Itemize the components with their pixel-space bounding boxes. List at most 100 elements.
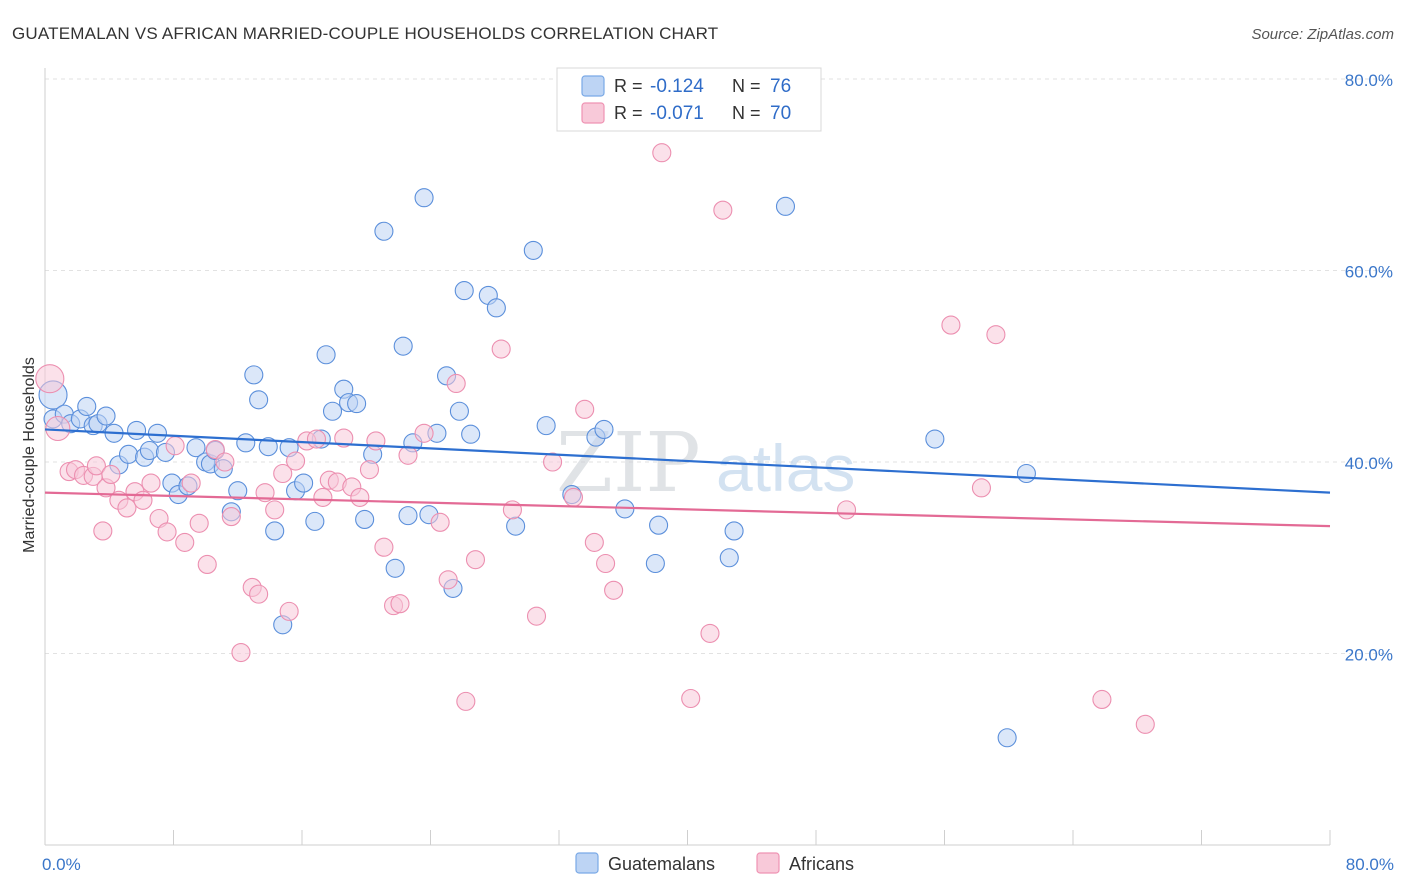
african-point-41	[359, 460, 380, 480]
guatemalan-point-60	[506, 516, 526, 536]
guatemalan-point-72	[925, 429, 945, 449]
guatemalan-point-74	[1016, 463, 1036, 484]
watermark: ZIP atlas	[556, 416, 855, 511]
legend-swatch-africans	[581, 102, 605, 124]
african-point-50	[446, 373, 466, 394]
african-point-53	[491, 339, 511, 359]
african-point-47	[414, 423, 434, 443]
african-point-9	[101, 464, 121, 484]
legend-n-label-1: N =	[732, 76, 761, 96]
guatemalan-point-15	[147, 423, 167, 443]
african-point-68	[971, 478, 991, 498]
african-point-49	[438, 570, 458, 590]
guatemalan-point-29	[249, 390, 269, 410]
african-point-23	[215, 452, 235, 472]
african-point-55	[526, 606, 547, 626]
guatemalan-point-55	[449, 401, 469, 421]
chart-title: GUATEMALAN VS AFRICAN MARRIED-COUPLE HOU…	[12, 24, 718, 43]
african-point-43	[374, 537, 394, 557]
x-tick-label-max: 80.0%	[1346, 855, 1394, 874]
african-point-51	[456, 691, 476, 711]
african-point-42	[366, 431, 386, 451]
guatemalan-point-56	[454, 281, 474, 301]
african-point-63	[681, 688, 701, 709]
african-point-56	[543, 452, 563, 472]
guatemalan-point-28	[244, 365, 264, 385]
legend-n-label-2: N =	[732, 103, 761, 123]
guatemalan-point-12	[127, 420, 147, 440]
african-point-25	[231, 642, 251, 663]
african-point-58	[575, 399, 595, 419]
guatemalan-trend-line	[44, 428, 1331, 494]
african-point-18	[175, 532, 195, 552]
african-point-0	[35, 364, 65, 394]
guatemalan-point-59	[486, 298, 506, 318]
african-point-71	[1135, 714, 1155, 734]
y-tick-label-20: 20.0%	[1345, 646, 1393, 665]
y-tick-labels: 20.0% 40.0% 60.0% 80.0%	[1345, 71, 1393, 665]
series-legend: Guatemalans Africans	[575, 852, 854, 874]
african-point-6	[86, 456, 106, 476]
african-point-48	[430, 512, 450, 532]
african-point-64	[700, 623, 720, 643]
african-point-57	[563, 487, 584, 507]
guatemalan-point-38	[316, 345, 336, 365]
guatemalan-point-62	[536, 416, 556, 436]
guatemalan-point-42	[347, 394, 367, 414]
guatemalan-point-48	[398, 506, 418, 526]
bottom-legend-swatch-guatemalans	[575, 852, 599, 874]
african-point-60	[596, 553, 616, 574]
african-point-24	[221, 507, 241, 527]
legend-n-value-1: 76	[770, 76, 791, 97]
african-point-19	[181, 473, 201, 493]
guatemalan-point-14	[139, 440, 159, 461]
african-point-38	[334, 428, 354, 448]
african-point-11	[117, 498, 137, 518]
guatemalan-point-70	[724, 521, 744, 541]
guatemalan-point-11	[118, 444, 139, 464]
african-point-31	[279, 601, 299, 621]
guatemalan-point-30	[258, 437, 278, 457]
bottom-legend-swatch-africans	[756, 852, 780, 874]
guatemalan-point-36	[305, 511, 325, 531]
guatemalan-point-27	[236, 433, 256, 453]
y-axis-label: Married-couple Households	[21, 357, 38, 553]
african-point-67	[941, 315, 961, 335]
african-point-27	[249, 584, 269, 604]
african-point-66	[836, 500, 857, 520]
stats-legend: R = -0.124 N = 76 R = -0.071 N = 70	[556, 67, 822, 132]
guatemalan-point-61	[523, 240, 543, 260]
guatemalan-point-45	[374, 221, 394, 241]
african-point-34	[306, 429, 327, 449]
african-point-14	[141, 473, 161, 493]
legend-r-value-2: -0.071	[650, 103, 704, 124]
guatemalan-point-35	[294, 473, 314, 493]
guatemalan-point-8	[96, 406, 116, 426]
african-point-28	[255, 483, 275, 503]
data-points	[35, 143, 1155, 748]
guatemalan-point-69	[719, 548, 739, 568]
guatemalan-point-43	[355, 509, 375, 530]
guatemalan-point-68	[649, 515, 669, 535]
african-point-35	[313, 487, 333, 507]
african-point-52	[465, 550, 486, 570]
african-point-21	[197, 554, 217, 575]
y-tick-label-80: 80.0%	[1345, 71, 1393, 90]
guatemalan-point-26	[228, 481, 248, 501]
african-point-32	[286, 451, 306, 471]
chart-source: Source: ZipAtlas.com	[1251, 26, 1394, 43]
african-point-62	[652, 143, 672, 163]
guatemalan-point-31	[265, 521, 285, 541]
african-trend-line	[44, 491, 1331, 528]
trend-lines	[44, 428, 1331, 528]
african-point-17	[165, 436, 185, 456]
african-point-29	[265, 500, 285, 520]
african-point-1	[45, 415, 71, 442]
african-point-20	[189, 513, 209, 533]
guatemalan-point-47	[393, 336, 413, 356]
legend-r-label-1: R =	[614, 76, 643, 96]
y-tick-label-40: 40.0%	[1345, 454, 1393, 473]
x-tick-label-min: 0.0%	[42, 855, 81, 874]
african-point-61	[604, 580, 624, 600]
african-point-16	[157, 522, 177, 542]
